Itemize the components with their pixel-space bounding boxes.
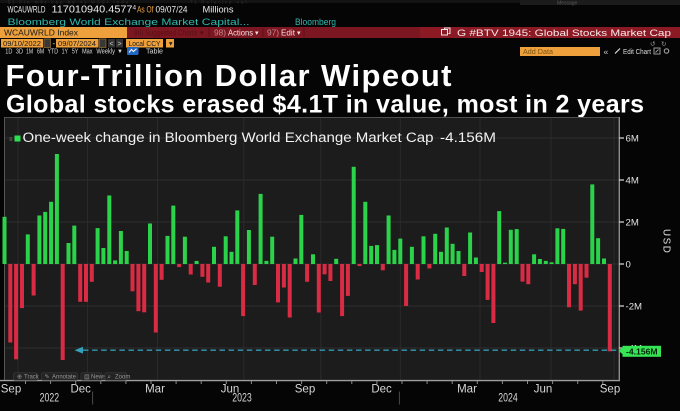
- svg-text:USD: USD: [661, 229, 672, 255]
- svg-text:2023: 2023: [232, 393, 252, 405]
- svg-text:↻: ↻: [661, 41, 667, 48]
- svg-text:One-week change in Bloomberg W: One-week change in Bloomberg World Excha…: [23, 130, 434, 145]
- svg-text:✎: ✎: [45, 374, 50, 381]
- svg-text:Mar: Mar: [457, 384, 477, 396]
- svg-text:Sep: Sep: [295, 384, 315, 396]
- svg-text:Actions: Actions: [228, 29, 253, 38]
- svg-text:⊕: ⊕: [17, 375, 22, 381]
- svg-text:≡: ≡: [9, 137, 13, 143]
- svg-text:1Y: 1Y: [62, 47, 69, 56]
- svg-text:4M: 4M: [626, 176, 639, 187]
- svg-text:1D: 1D: [5, 47, 12, 56]
- svg-text:Track: Track: [24, 375, 40, 381]
- svg-text:Add Data: Add Data: [523, 49, 553, 56]
- svg-text:Dec: Dec: [70, 384, 91, 396]
- svg-text:1M: 1M: [26, 47, 33, 56]
- svg-text:-: -: [53, 39, 56, 48]
- svg-text:Jun: Jun: [534, 384, 553, 396]
- svg-text:7) Relative val: 7) Relative val: [190, 0, 249, 5]
- svg-text:96) Suggested Charts: 96) Suggested Charts: [134, 29, 197, 38]
- svg-text:5) Fin mkt cap by 4) MSCI Ind: 5) Fin mkt cap by 4) MSCI Inde: [8, 0, 130, 5]
- svg-text:Local CCY: Local CCY: [129, 41, 161, 48]
- svg-text:2M: 2M: [626, 218, 639, 229]
- svg-text:▾: ▾: [297, 30, 301, 37]
- svg-text:Four-Trillion Dollar Wipeout: Four-Trillion Dollar Wipeout: [6, 58, 452, 93]
- svg-text:0: 0: [626, 260, 631, 271]
- svg-text:Mar: Mar: [145, 384, 165, 396]
- svg-text:Bloomberg: Bloomberg: [295, 17, 336, 28]
- svg-text:Edit: Edit: [281, 29, 296, 38]
- svg-text:«: «: [604, 47, 609, 57]
- svg-text:WCAUWRLD: WCAUWRLD: [8, 5, 46, 15]
- svg-text:5Y: 5Y: [72, 47, 79, 56]
- svg-text:▼: ▼: [117, 49, 123, 55]
- svg-text:>: >: [118, 41, 122, 48]
- svg-text:09/10/2022: 09/10/2022: [3, 41, 41, 48]
- svg-text:⌕: ⌕: [108, 375, 111, 381]
- svg-text:98): 98): [214, 29, 226, 38]
- svg-text:-4.156M: -4.156M: [440, 130, 496, 145]
- svg-text:News: News: [91, 375, 106, 381]
- svg-text:117010940.4577: 117010940.4577: [52, 5, 133, 16]
- svg-text:YTD: YTD: [48, 47, 59, 56]
- svg-text:Max: Max: [82, 47, 93, 56]
- svg-text:-4.156M: -4.156M: [626, 346, 658, 356]
- svg-text:Message: Message: [557, 1, 578, 7]
- svg-text:Bloomberg World Exchange Marke: Bloomberg World Exchange Market Capital.…: [8, 17, 250, 28]
- svg-text:Global stocks erased $4.1T in: Global stocks erased $4.1T in value, mos…: [6, 91, 644, 119]
- svg-text:Weekly: Weekly: [96, 47, 115, 56]
- svg-text:4: 4: [133, 5, 137, 12]
- svg-text:Sep: Sep: [1, 384, 21, 396]
- svg-text:Edit Chart: Edit Chart: [623, 49, 651, 56]
- svg-text:▤: ▤: [84, 375, 90, 381]
- svg-text:As Of: As Of: [137, 5, 154, 15]
- svg-text:Sep: Sep: [600, 384, 620, 396]
- svg-text:09/07/24: 09/07/24: [156, 5, 188, 15]
- svg-text:Jun: Jun: [221, 384, 240, 396]
- svg-text:↺: ↺: [650, 41, 656, 48]
- svg-text:▾: ▾: [200, 30, 204, 37]
- svg-text:▾: ▾: [255, 30, 259, 37]
- svg-text:Table: Table: [146, 47, 163, 56]
- svg-text:Millions: Millions: [203, 5, 234, 15]
- svg-text:Zoom: Zoom: [115, 375, 130, 381]
- svg-text:Annotate: Annotate: [52, 375, 77, 381]
- svg-text:6M: 6M: [37, 47, 44, 56]
- svg-text:WCAUWRLD Index: WCAUWRLD Index: [4, 28, 79, 38]
- svg-text:<: <: [110, 41, 114, 48]
- svg-text:97): 97): [267, 29, 279, 38]
- svg-text:6M: 6M: [626, 134, 639, 145]
- svg-text:Dec: Dec: [371, 384, 392, 396]
- svg-text:G #BTV 1945: Global Stocks Mar: G #BTV 1945: Global Stocks Market Cap: [457, 28, 671, 39]
- svg-text:-2M: -2M: [626, 302, 643, 313]
- svg-text:2024: 2024: [498, 393, 518, 405]
- svg-text:3D: 3D: [16, 47, 23, 56]
- svg-text:09/07/2024: 09/07/2024: [58, 41, 96, 48]
- svg-text:▼: ▼: [168, 42, 174, 48]
- svg-text:2022: 2022: [40, 393, 60, 405]
